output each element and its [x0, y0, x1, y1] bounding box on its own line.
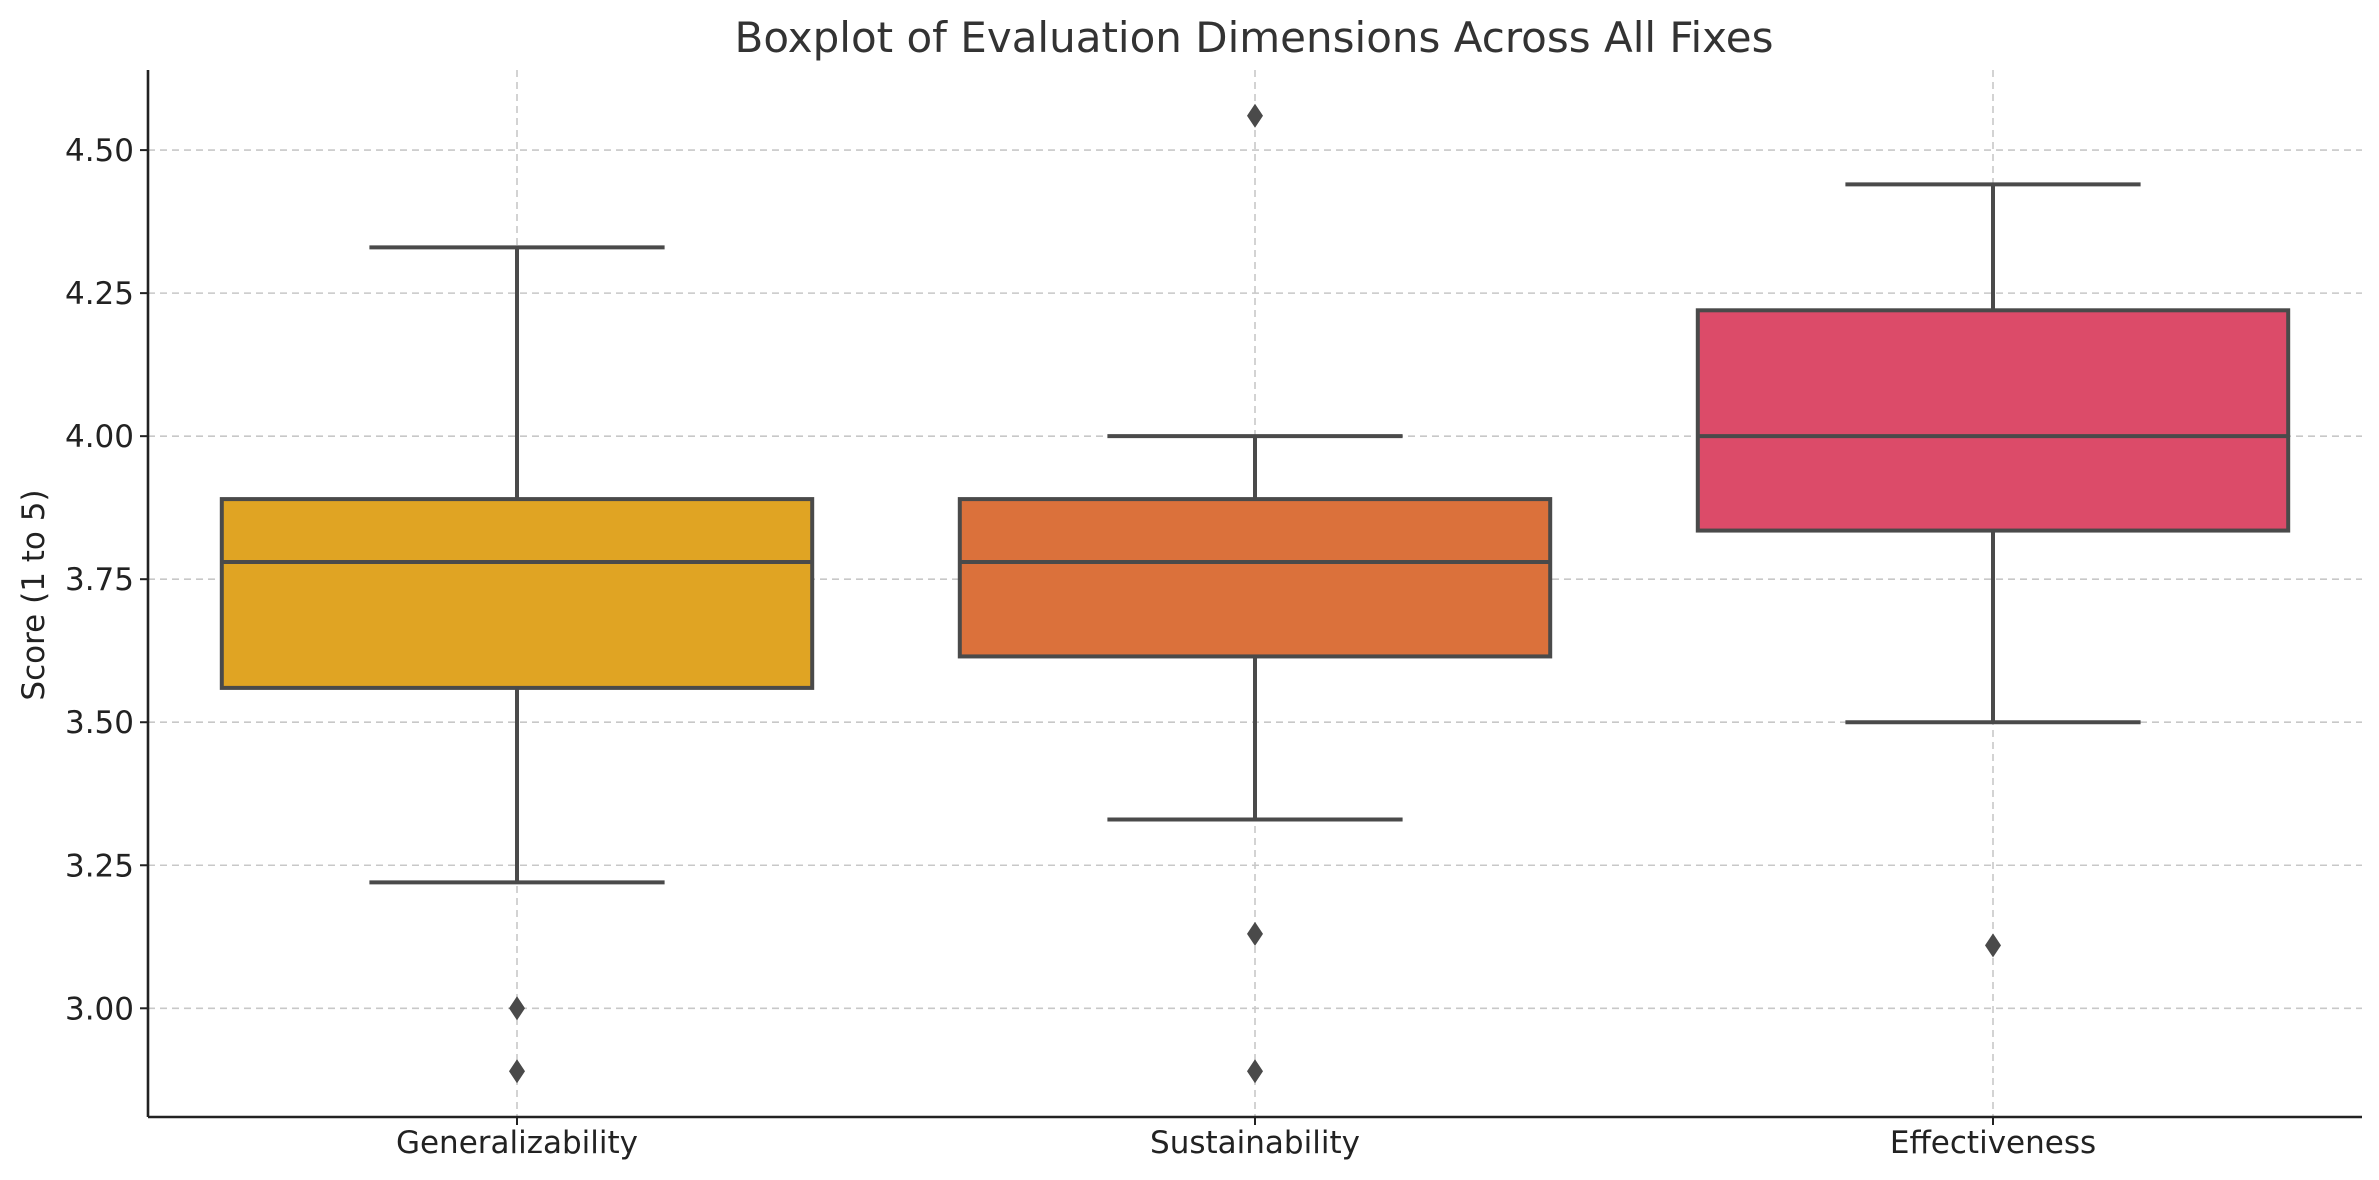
outlier-point — [509, 1059, 525, 1084]
y-tick-label: 3.75 — [65, 562, 134, 598]
outlier-point — [1247, 1059, 1263, 1084]
y-tick-label: 4.50 — [65, 133, 134, 169]
y-tick-label: 3.25 — [65, 848, 134, 884]
iqr-box — [219, 497, 815, 690]
outlier-point — [1247, 103, 1263, 128]
y-tick-label: 4.00 — [65, 419, 134, 455]
box-group-effectiveness — [1695, 182, 2291, 958]
box-group-sustainability — [957, 103, 1553, 1084]
outlier-point — [1247, 921, 1263, 946]
x-tick-label: Sustainability — [1150, 1125, 1360, 1161]
y-tick-label: 3.00 — [65, 991, 134, 1027]
x-tick-label: Effectiveness — [1890, 1125, 2096, 1161]
y-tick-label: 4.25 — [65, 276, 134, 312]
outlier-point — [509, 996, 525, 1021]
chart-title: Boxplot of Evaluation Dimensions Across … — [735, 13, 1774, 62]
iqr-box — [957, 497, 1553, 659]
x-tick-label: Generalizability — [396, 1125, 638, 1161]
box-layer — [219, 103, 2291, 1084]
iqr-box — [1695, 308, 2291, 533]
y-axis-label: Score (1 to 5) — [16, 489, 52, 700]
axis-layer: 3.00 3.25 3.50 3.75 4.00 4.25 4.50 Generalizabi… — [65, 70, 2362, 1161]
outlier-point — [1985, 933, 2001, 958]
y-tick-label: 3.50 — [65, 705, 134, 741]
box-group-generalizability — [219, 245, 815, 1084]
